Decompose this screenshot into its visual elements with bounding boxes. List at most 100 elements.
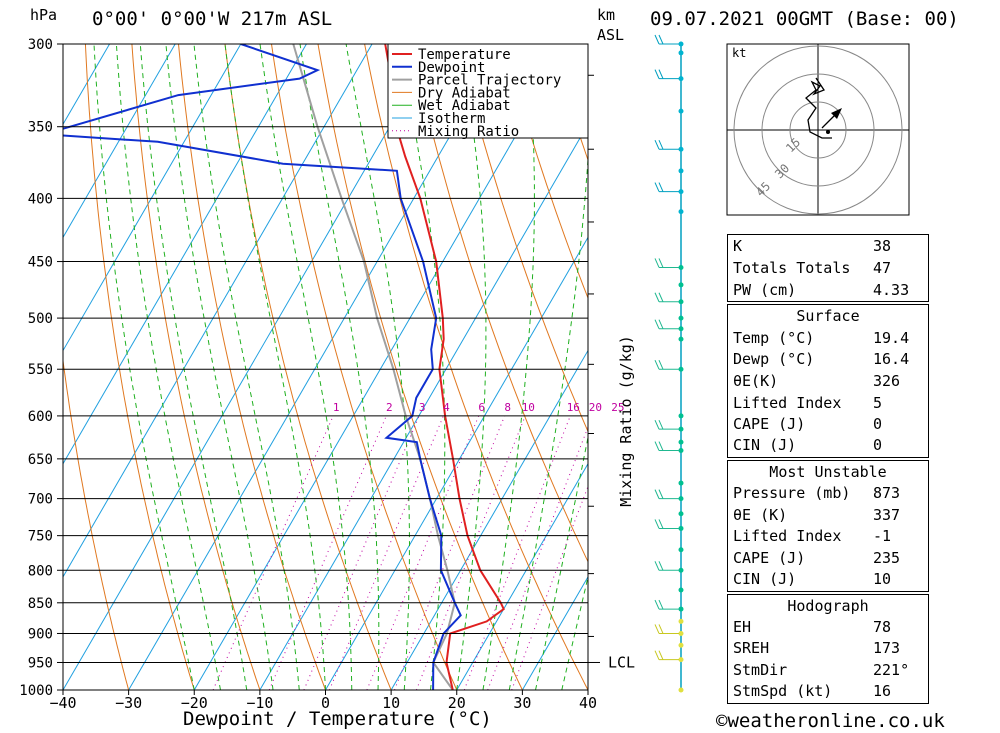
dry-adiabat-line	[364, 44, 588, 690]
isotherm-line	[63, 44, 242, 352]
dewpoint-line	[63, 44, 462, 690]
wind-level-dot	[678, 439, 684, 445]
sreh-value: 173	[873, 639, 901, 657]
wet-adiabat-line	[299, 44, 380, 690]
wind-barb	[654, 650, 679, 661]
stmspd-label: StmSpd (kt)	[733, 682, 833, 700]
surface-temp-label: Temp (°C)	[733, 329, 815, 347]
wind-barb	[654, 319, 679, 330]
mixing-ratio-label: 2	[386, 401, 393, 414]
x-tick-label: −40	[49, 694, 76, 712]
mixing-ratio-label: 6	[478, 401, 485, 414]
legend-entry: Dewpoint	[418, 60, 485, 76]
mu-title: Most Unstable	[769, 463, 887, 481]
surface-thetae-value: 326	[873, 372, 901, 390]
mixing-ratio-label: 16	[567, 401, 580, 414]
x-tick-label: 30	[513, 694, 531, 712]
mixing-ratio-label: 10	[522, 401, 535, 414]
most-unstable-panel: Most Unstable Pressure (mb) 873 θE (K) 337…	[727, 460, 929, 592]
legend-entry: Parcel Trajectory	[418, 73, 561, 89]
wind-level-dot	[678, 315, 684, 321]
surface-cape-value: 0	[873, 415, 883, 433]
wind-barb	[654, 489, 679, 500]
isotherm-line	[456, 462, 588, 690]
wind-level-dot	[678, 547, 684, 553]
temperature-line	[384, 44, 505, 690]
x-tick-label: 10	[382, 694, 400, 712]
storm-motion-arrowhead	[831, 108, 842, 119]
mixing-ratio-label: 1	[333, 401, 340, 414]
wind-barb	[654, 69, 679, 80]
asl-label: ASL	[597, 26, 625, 44]
mu-pressure-value: 873	[873, 484, 901, 502]
wind-level-dot	[678, 108, 684, 114]
pressure-tick-label: 750	[28, 529, 53, 545]
x-tick-label: −30	[115, 694, 142, 712]
mixing-ratio-line	[268, 415, 387, 690]
sreh-label: SREH	[733, 639, 770, 657]
x-tick-label: −10	[246, 694, 273, 712]
surface-cape-label: CAPE (J)	[733, 415, 806, 433]
wet-adiabat-line	[456, 44, 487, 690]
wind-barb	[654, 182, 679, 193]
x-axis-label: Dewpoint / Temperature (°C)	[183, 708, 492, 730]
mu-li-value: -1	[873, 527, 892, 545]
legend-entry: Dry Adiabat	[418, 85, 511, 101]
location-title: 0°00' 0°00'W 217m ASL	[92, 8, 333, 30]
isotherm-line	[390, 349, 588, 690]
dry-adiabat-line	[271, 44, 458, 690]
wet-adiabat-line	[345, 44, 410, 690]
k-index-value: 38	[873, 237, 892, 255]
isotherm-line	[63, 44, 176, 239]
km-label: km	[597, 6, 616, 24]
wind-level-dot	[678, 618, 684, 624]
legend-entry: Wet Adiabat	[418, 98, 511, 114]
pressure-tick-label: 450	[28, 255, 53, 271]
pressure-tick-label: 600	[28, 409, 53, 425]
wind-barb	[654, 441, 679, 452]
wind-level-dot	[678, 426, 684, 432]
wind-level-dot	[678, 326, 684, 332]
legend-entry: Temperature	[418, 47, 511, 63]
mu-pressure-label: Pressure (mb)	[733, 484, 851, 502]
pw-value: 4.33	[873, 281, 910, 299]
wind-level-dot	[678, 413, 684, 419]
wet-adiabat-line	[399, 44, 446, 690]
mixing-ratio-line	[303, 415, 420, 690]
legend-entry: Isotherm	[418, 111, 485, 127]
wind-level-dot	[678, 642, 684, 648]
pressure-tick-label: 950	[28, 655, 53, 671]
wind-level-dot	[678, 511, 684, 517]
pressure-tick-label: 700	[28, 492, 53, 508]
x-tick-label: 0	[321, 694, 330, 712]
wind-level-dot	[678, 366, 684, 372]
hpa-label: hPa	[30, 6, 58, 24]
mu-cin-label: CIN (J)	[733, 570, 797, 588]
wind-level-dot	[678, 587, 684, 593]
wind-level-dot	[678, 264, 684, 270]
wet-adiabat-line	[259, 44, 353, 690]
surface-cin-value: 0	[873, 436, 883, 454]
isotherm-line	[521, 575, 588, 690]
k-index-label: K	[733, 237, 743, 255]
wind-barb	[654, 360, 679, 370]
wind-level-dot	[678, 606, 684, 612]
datetime-label: 09.07.2021 00GMT (Base: 00)	[650, 8, 959, 30]
hodograph-trace	[805, 77, 832, 139]
isotherm-line	[63, 44, 110, 126]
wet-adiabat-line	[193, 44, 300, 690]
eh-value: 78	[873, 618, 892, 636]
wind-level-dot	[678, 448, 684, 454]
isotherm-line	[128, 44, 504, 690]
wind-level-dot	[678, 496, 684, 502]
pw-label: PW (cm)	[733, 281, 797, 299]
wind-barb	[654, 561, 679, 571]
wind-level-dot	[678, 50, 684, 56]
pressure-tick-label: 650	[28, 452, 53, 468]
wind-level-dot	[678, 282, 684, 288]
x-tick-label: 40	[579, 694, 597, 712]
lcl-label: LCL	[608, 653, 635, 671]
mixing-ratio-label: 4	[443, 401, 450, 414]
